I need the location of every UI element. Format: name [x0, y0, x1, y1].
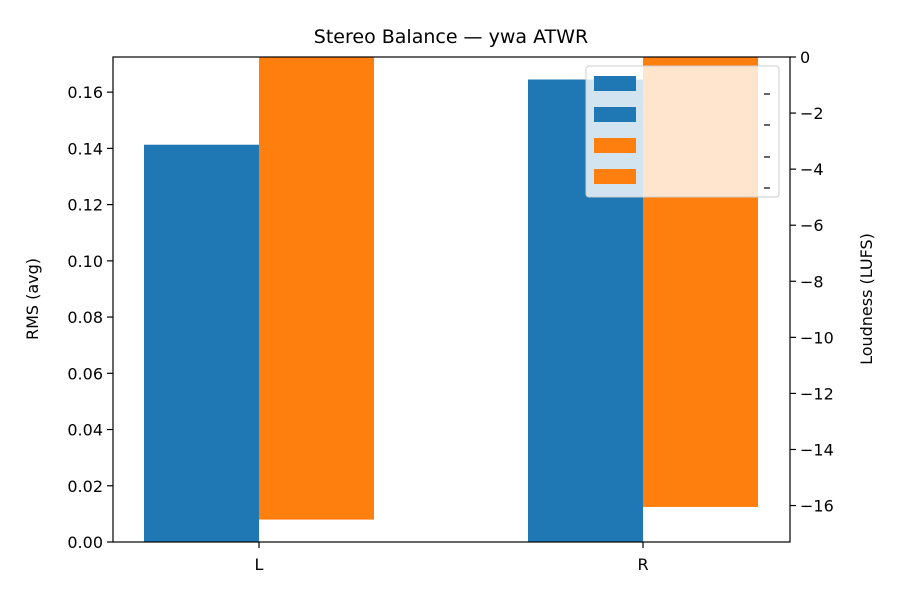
- right-axis-ticks: 0 −2 −4 −6 −8 −10 −12 −14 −16: [764, 48, 834, 516]
- left-tick-label: 0.10: [67, 252, 103, 271]
- left-axis-ticks: 0.00 0.02 0.04 0.06 0.08 0.10 0.12 0.14 0.16: [67, 83, 113, 552]
- legend-box: [585, 65, 780, 198]
- plot-frame: [112, 56, 791, 543]
- right-tick-label: −6: [800, 216, 824, 235]
- right-tick-label: −12: [800, 384, 834, 403]
- left-axis-label: RMS (avg): [23, 258, 42, 340]
- left-tick-label: 0.12: [67, 196, 103, 215]
- right-tick-label: −8: [800, 272, 824, 291]
- left-tick-label: 0.04: [67, 421, 103, 440]
- right-tick-label: −16: [800, 497, 834, 516]
- legend-swatch: [594, 169, 636, 184]
- legend-swatch: [594, 107, 636, 122]
- loudness-bar-l: [259, 57, 374, 520]
- x-tick-label: R: [637, 555, 648, 574]
- left-tick-label: 0.14: [67, 139, 103, 158]
- right-tick-label: 0: [800, 48, 810, 67]
- left-tick-label: 0.16: [67, 83, 103, 102]
- legend-swatch: [594, 76, 636, 91]
- chart-title: Stereo Balance — ywa ATWR: [314, 26, 588, 48]
- legend: [585, 65, 780, 198]
- right-tick-label: −4: [800, 160, 824, 179]
- left-tick-label: 0.08: [67, 308, 103, 327]
- right-tick-label: −14: [800, 440, 834, 459]
- left-tick-label: 0.02: [67, 477, 103, 496]
- legend-swatch: [594, 138, 636, 153]
- left-tick-label: 0.06: [67, 364, 103, 383]
- rms-bar-l: [144, 144, 259, 542]
- right-tick-label: −10: [800, 328, 834, 347]
- right-tick-label: −2: [800, 104, 824, 123]
- right-axis-label: Loudness (LUFS): [857, 233, 876, 365]
- x-tick-label: L: [255, 555, 264, 574]
- left-tick-label: 0.00: [67, 533, 103, 552]
